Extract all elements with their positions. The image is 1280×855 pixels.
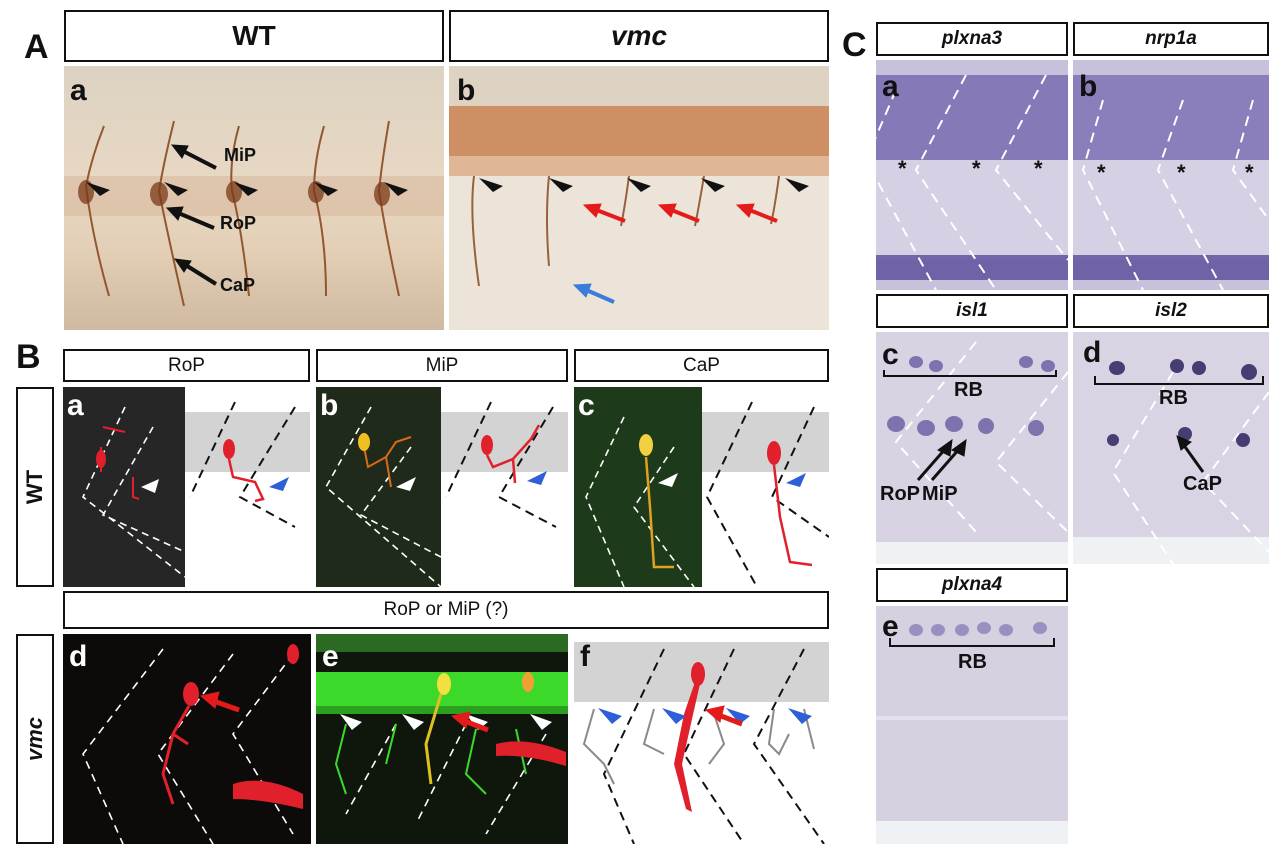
panel-b-d-image: d: [63, 634, 311, 844]
row-label-vmc: vmc: [16, 634, 54, 844]
panel-label-b-b: b: [320, 389, 339, 422]
header-plxna4: plxna4: [876, 568, 1068, 602]
row-label-wt-text: WT: [22, 469, 48, 505]
header-rop: RoP: [63, 349, 310, 382]
label-rb: RB: [1159, 387, 1188, 409]
section-b-letter: B: [16, 338, 41, 376]
panel-label-c-b: b: [1079, 70, 1098, 103]
header-wt: WT: [64, 10, 444, 62]
panel-c-a-plxna3: a * * *: [876, 60, 1068, 290]
header-vmc: vmc: [449, 10, 829, 62]
panel-label-b-a: a: [67, 389, 84, 422]
row-label-vmc-text: vmc: [22, 716, 48, 762]
panel-label-c-e: e: [882, 610, 899, 643]
header-rop-or-mip: RoP or MiP (?): [63, 591, 829, 629]
header-isl1: isl1: [876, 294, 1068, 328]
panel-b-f-drawing: f: [574, 634, 829, 844]
label-mip: MiP: [224, 145, 257, 165]
panel-label-b-d: d: [69, 640, 88, 673]
header-mip: MiP: [316, 349, 568, 382]
label-rop: RoP: [880, 483, 920, 505]
panel-label-b-e: e: [322, 640, 339, 673]
panel-b-vmc-stain: b: [449, 66, 829, 330]
panel-label-b-c: c: [578, 389, 595, 422]
panel-b-b-drawing: [441, 387, 568, 587]
row-label-wt: WT: [16, 387, 54, 587]
panel-a-wt-stain: a MiP RoP CaP: [64, 66, 444, 330]
panel-c-c-isl1: c RB RoP MiP: [876, 332, 1068, 564]
panel-b-a-image: a: [63, 387, 185, 587]
panel-label-c-d: d: [1083, 336, 1102, 369]
panel-b-a-drawing: [185, 387, 310, 587]
panel-label-c-c: c: [882, 338, 899, 371]
header-nrp1a: nrp1a: [1073, 22, 1269, 56]
header-plxna3: plxna3: [876, 22, 1068, 56]
header-cap: CaP: [574, 349, 829, 382]
label-cap: CaP: [1183, 473, 1222, 495]
panel-c-e-plxna4: e RB: [876, 606, 1068, 844]
panel-c-b-nrp1a: b * * *: [1073, 60, 1269, 290]
label-cap: CaP: [220, 275, 256, 295]
asterisk: *: [972, 156, 981, 181]
asterisk: *: [898, 156, 907, 181]
asterisk: *: [1245, 160, 1254, 185]
asterisk: *: [1097, 160, 1106, 185]
section-c-letter: C: [842, 26, 867, 64]
panel-b-e-image: e: [316, 634, 568, 844]
panel-label-a: a: [70, 74, 87, 107]
label-rop: RoP: [220, 213, 256, 233]
asterisk: *: [1177, 160, 1186, 185]
label-mip: MiP: [922, 483, 958, 505]
panel-label-b: b: [457, 74, 476, 107]
label-rb: RB: [958, 651, 987, 673]
header-isl2: isl2: [1073, 294, 1269, 328]
panel-label-c-a: a: [882, 70, 899, 103]
panel-label-b-f: f: [580, 640, 590, 673]
panel-c-d-isl2: d RB CaP: [1073, 332, 1269, 564]
panel-b-c-image: c: [574, 387, 702, 587]
panel-b-c-drawing: [702, 387, 829, 587]
label-rb: RB: [954, 379, 983, 401]
panel-b-b-image: b: [316, 387, 441, 587]
section-a-letter: A: [24, 28, 49, 66]
asterisk: *: [1034, 156, 1043, 181]
